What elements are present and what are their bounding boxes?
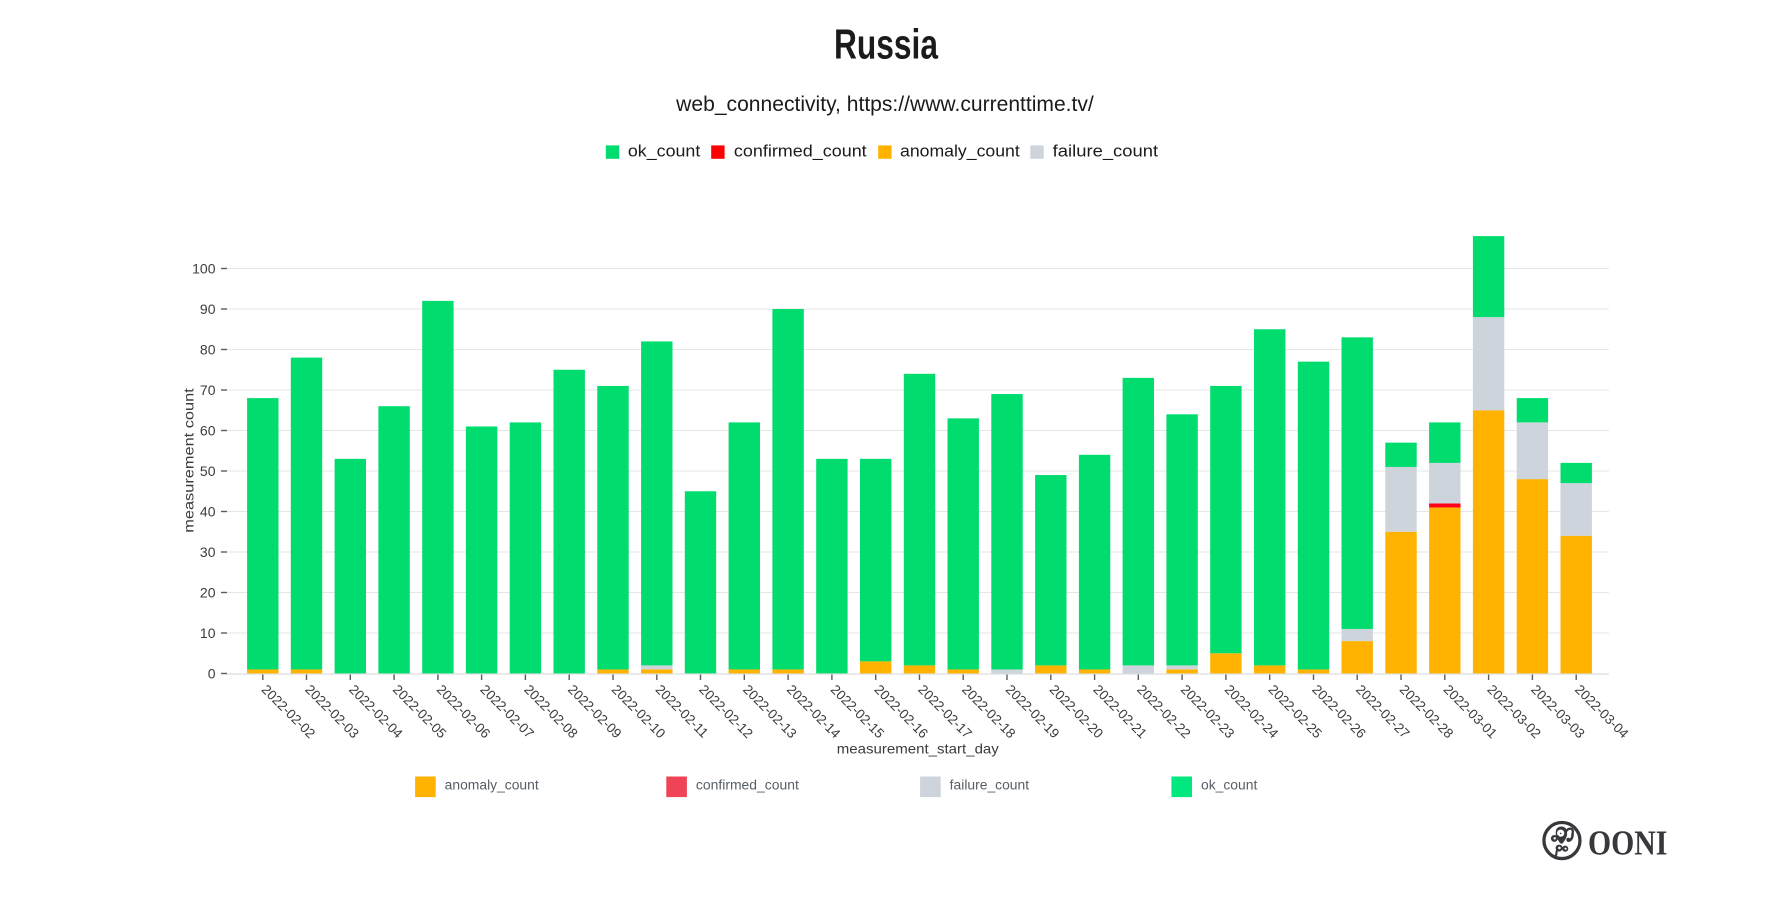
svg-text:70: 70 xyxy=(200,382,216,398)
svg-text:80: 80 xyxy=(200,342,216,358)
svg-text:measurement_start_day: measurement_start_day xyxy=(837,741,999,757)
svg-text:failure_count: failure_count xyxy=(1053,143,1159,161)
svg-text:60: 60 xyxy=(200,423,216,439)
svg-text:30: 30 xyxy=(200,544,216,560)
svg-text:100: 100 xyxy=(192,261,216,277)
svg-text:failure_count: failure_count xyxy=(950,778,1030,793)
svg-text:Russia: Russia xyxy=(834,21,939,68)
svg-text:OONI: OONI xyxy=(1588,824,1667,863)
svg-text:anomaly_count: anomaly_count xyxy=(900,143,1020,161)
svg-text:ok_count: ok_count xyxy=(1201,778,1258,793)
svg-text:anomaly_count: anomaly_count xyxy=(445,778,539,793)
svg-text:10: 10 xyxy=(200,625,216,641)
svg-text:0: 0 xyxy=(208,666,216,682)
svg-text:web_connectivity, https://www.: web_connectivity, https://www.currenttim… xyxy=(675,93,1094,116)
svg-text:measurement count: measurement count xyxy=(181,388,196,533)
svg-text:confirmed_count: confirmed_count xyxy=(734,143,867,161)
svg-text:20: 20 xyxy=(200,585,216,601)
svg-text:50: 50 xyxy=(200,463,216,479)
svg-text:90: 90 xyxy=(200,301,216,317)
svg-text:confirmed_count: confirmed_count xyxy=(696,778,799,793)
svg-text:ok_count: ok_count xyxy=(628,143,701,161)
svg-text:40: 40 xyxy=(200,504,216,520)
